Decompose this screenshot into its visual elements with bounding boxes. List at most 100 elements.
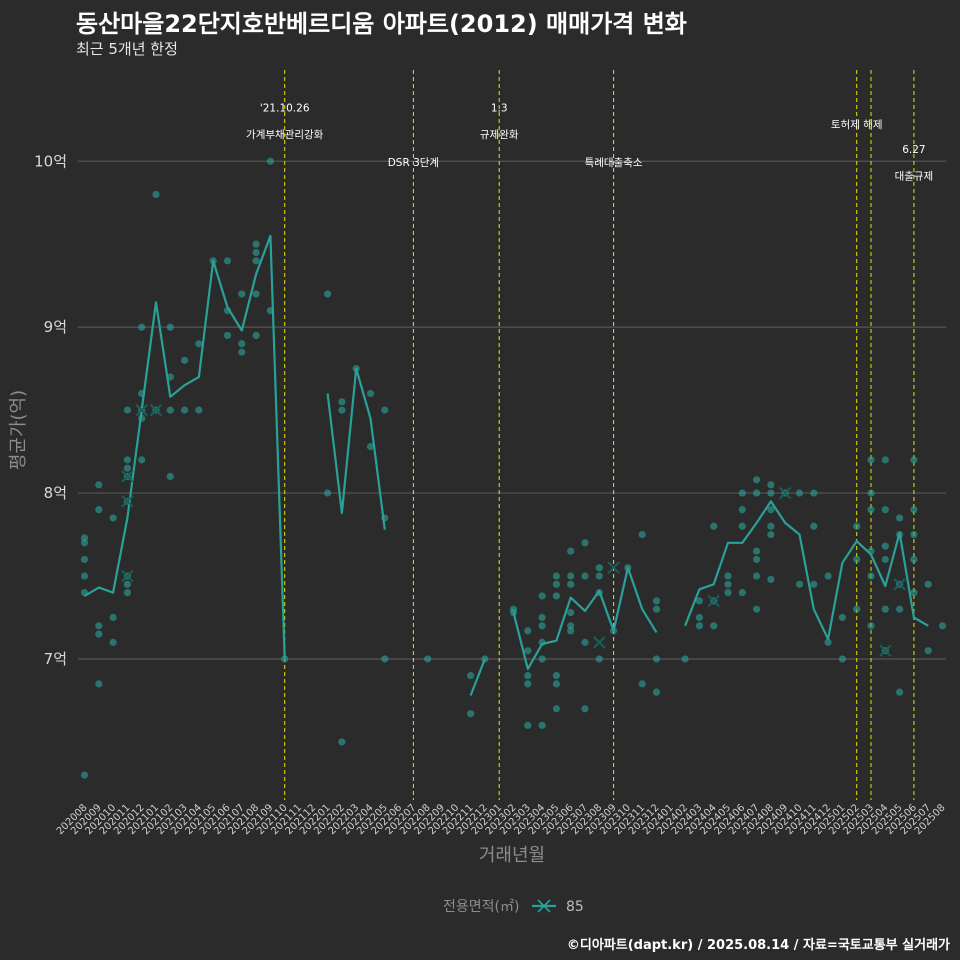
point-202303-72 [524,647,532,655]
highlight-x-202404-7 [707,594,720,608]
legend-item-85: 85 [566,899,584,915]
point-202503-150 [867,506,875,514]
point-202412-140 [824,638,832,646]
mean-line-segment-4 [684,500,929,641]
highlight-x-202505-10 [893,578,906,591]
point-202308-99 [595,564,603,572]
point-202009-9 [95,506,103,514]
point-202404-114 [710,522,718,530]
point-202008-3 [80,555,89,564]
point-202311-102 [638,680,646,688]
x-axis-title: 거래년월 [479,845,545,866]
point-202502-146 [853,522,861,530]
mean-line-segment-1 [326,367,386,530]
point-202406-120 [738,506,746,514]
point-202304-77 [538,622,546,630]
y-tick-9: 9억 [44,318,67,336]
point-202402-108 [681,655,689,663]
policy-label-202110-0: '21.10.26 [260,102,310,114]
point-202407-123 [753,572,761,580]
point-202107-43 [238,290,246,298]
point-202103-34 [181,356,189,364]
point-202307-93 [581,638,589,646]
point-202411-139 [810,489,818,497]
point-202411-137 [810,580,818,588]
point-202202-54 [338,738,346,746]
point-202507-169 [924,647,932,655]
point-202504-157 [881,506,889,514]
point-202503-147 [867,622,875,630]
point-202407-126 [753,489,761,497]
point-202108-48 [252,240,260,248]
point-202506-168 [910,456,918,464]
point-202106-40 [223,257,232,265]
point-202410-136 [795,489,804,497]
point-202104-36 [195,340,203,348]
point-202008-2 [80,572,89,580]
point-202205-62 [381,406,389,414]
point-202102-29 [166,472,174,481]
point-202407-122 [753,605,761,613]
point-202405-115 [724,589,732,597]
point-202406-121 [738,489,746,497]
point-202102-32 [166,323,174,331]
highlight-x-202012-3 [135,403,148,417]
highlight-x-202011-0 [121,569,134,583]
point-202011-14 [123,589,131,597]
point-202304-78 [538,613,546,622]
point-202306-86 [567,627,575,635]
policy-label-202301-0: 1.3 [491,102,508,114]
source-caption: ©디아파트(dapt.kr) / 2025.08.14 / 자료=국토교통부 실… [566,938,950,953]
point-202406-119 [738,522,746,530]
point-202009-10 [95,481,103,489]
point-202303-73 [524,627,532,635]
highlight-x-202308-5 [593,636,606,649]
point-202208-63 [424,655,432,663]
point-202010-11 [109,638,117,646]
point-202012-22 [138,456,146,464]
point-202302-68 [509,605,518,613]
point-202312-107 [652,597,661,605]
point-202506-167 [910,506,918,514]
highlight-marks [121,403,906,657]
point-202507-170 [924,580,932,588]
point-202508-171 [938,622,947,630]
mean-line-segment-3 [512,566,658,670]
point-202306-91 [567,547,575,555]
point-202304-74 [538,721,546,729]
point-202408-131 [767,506,775,514]
point-202009-8 [95,622,103,630]
point-202503-151 [867,489,875,497]
highlight-x-202011-1 [121,495,134,508]
point-202012-26 [138,323,146,331]
point-202304-79 [538,592,546,600]
point-202503-148 [867,572,875,580]
point-202501-142 [838,655,847,663]
legend: 전용면적(㎡) 85 [443,899,584,915]
point-202501-143 [838,613,847,622]
point-202303-70 [524,680,532,688]
point-202011-19 [123,464,131,472]
point-202305-81 [552,680,561,688]
policy-label-202207-0: DSR 3단계 [388,157,439,169]
y-tick-7: 7억 [44,650,67,668]
highlight-x-202504-9 [879,644,892,657]
point-202304-75 [538,655,546,663]
point-202505-163 [896,514,904,522]
point-202403-111 [695,597,704,605]
point-202505-159 [896,688,904,696]
point-202305-82 [552,671,561,680]
point-202306-89 [567,580,575,588]
point-202312-105 [652,655,661,663]
mean-line-segment-2 [469,658,486,696]
policy-label-202301-1: 규제완화 [480,128,519,141]
point-202404-112 [710,622,718,630]
point-202408-129 [767,530,775,539]
y-tick-10: 10억 [34,152,67,170]
point-202307-95 [581,539,589,547]
chart-subtitle: 최근 5개년 한정 [76,40,178,58]
point-202201-52 [324,489,332,497]
point-202008-0 [80,771,89,779]
